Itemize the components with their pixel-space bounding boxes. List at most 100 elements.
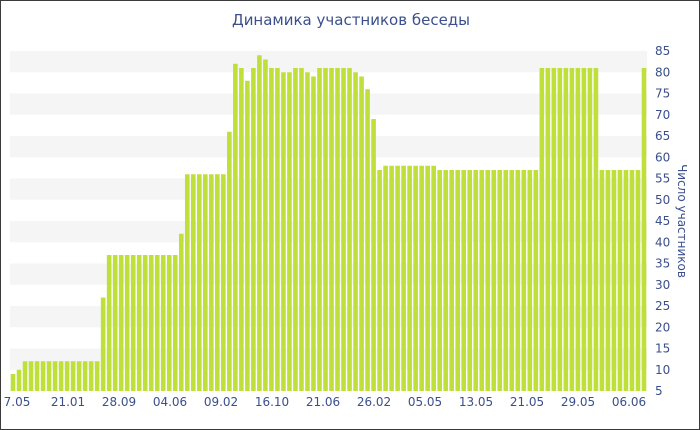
bar: [575, 68, 581, 391]
y-tick-label: 75: [655, 87, 670, 101]
x-tick-label: 13.05: [459, 395, 493, 409]
bar: [281, 72, 286, 391]
y-tick-label: 20: [655, 320, 670, 334]
bar: [275, 68, 280, 391]
bar: [431, 165, 436, 391]
bar: [593, 68, 599, 391]
bar: [395, 165, 400, 391]
x-tick-label: 21.05: [510, 395, 544, 409]
x-tick-label: 21.01: [51, 395, 85, 409]
bar: [419, 165, 424, 391]
bar: [64, 361, 70, 391]
bar: [233, 63, 238, 391]
bar: [227, 131, 232, 391]
bar: [359, 76, 364, 391]
bar: [335, 68, 340, 391]
x-tick-label: 09.02: [204, 395, 238, 409]
bar: [443, 170, 448, 391]
bar: [635, 170, 641, 391]
bar: [269, 68, 274, 391]
y-tick-label: 65: [655, 129, 670, 143]
bar: [34, 361, 40, 391]
bar: [365, 89, 370, 391]
y-tick-label: 25: [655, 299, 670, 313]
bar: [605, 170, 611, 391]
bar: [263, 59, 268, 391]
bar: [251, 68, 256, 391]
bar: [569, 68, 575, 391]
bar: [539, 68, 545, 391]
bar: [503, 170, 509, 391]
bar: [449, 170, 454, 391]
x-tick-label: 16.10: [255, 395, 289, 409]
bar: [305, 72, 310, 391]
y-axis-ticks: 5 10 15 20 25 30 35 40 45 50 55 60 65 70 75 80 85: [655, 44, 670, 398]
plot-band: [10, 178, 647, 200]
bar: [154, 255, 160, 391]
bar: [467, 170, 473, 391]
x-tick-label: 26.02: [357, 395, 391, 409]
bar: [461, 170, 467, 391]
bar: [521, 170, 527, 391]
bar: [317, 68, 322, 391]
bar: [437, 170, 442, 391]
y-axis-title: Число участников: [675, 164, 689, 278]
plot-band: [10, 263, 647, 285]
bar: [52, 361, 58, 391]
plot-band: [10, 136, 647, 158]
x-tick-label: 21.06: [306, 395, 340, 409]
bar: [545, 68, 551, 391]
bar: [40, 361, 46, 391]
bar: [563, 68, 569, 391]
bar: [509, 170, 515, 391]
y-tick-label: 35: [655, 257, 670, 271]
bar: [124, 255, 130, 391]
bar: [617, 170, 623, 391]
plot-band: [10, 221, 647, 243]
bar: [257, 55, 262, 391]
bar: [28, 361, 34, 391]
plot-band: [10, 93, 647, 115]
y-tick-label: 55: [655, 172, 670, 186]
bar: [389, 165, 394, 391]
bar: [245, 80, 250, 391]
bar: [76, 361, 82, 391]
x-tick-label: 05.05: [408, 395, 442, 409]
y-tick-label: 15: [655, 342, 670, 356]
bar: [515, 170, 521, 391]
x-tick-label: 7.05: [4, 395, 31, 409]
bar: [221, 174, 226, 391]
bar: [527, 170, 533, 391]
bar: [142, 255, 148, 391]
bar: [22, 361, 28, 391]
bar: [16, 369, 22, 391]
y-tick-label: 70: [655, 108, 670, 122]
bar: [623, 170, 629, 391]
bar: [70, 361, 76, 391]
bar: [287, 72, 292, 391]
bar: [611, 170, 617, 391]
y-tick-label: 40: [655, 235, 670, 249]
bar: [497, 170, 503, 391]
bar: [413, 165, 418, 391]
y-tick-label: 5: [655, 384, 663, 398]
bar: [377, 170, 382, 391]
bar: [485, 170, 491, 391]
bar: [299, 68, 304, 391]
bar: [323, 68, 328, 391]
bar: [407, 165, 412, 391]
bar: [329, 68, 334, 391]
bar: [112, 255, 118, 391]
bar: [178, 233, 184, 391]
bar: [401, 165, 406, 391]
y-tick-label: 80: [655, 65, 670, 79]
bar: [341, 68, 346, 391]
bar: [347, 68, 352, 391]
bar: [239, 68, 244, 391]
bar: [10, 374, 16, 391]
bar: [491, 170, 497, 391]
bar: [82, 361, 88, 391]
bar: [599, 170, 605, 391]
bar: [148, 255, 154, 391]
